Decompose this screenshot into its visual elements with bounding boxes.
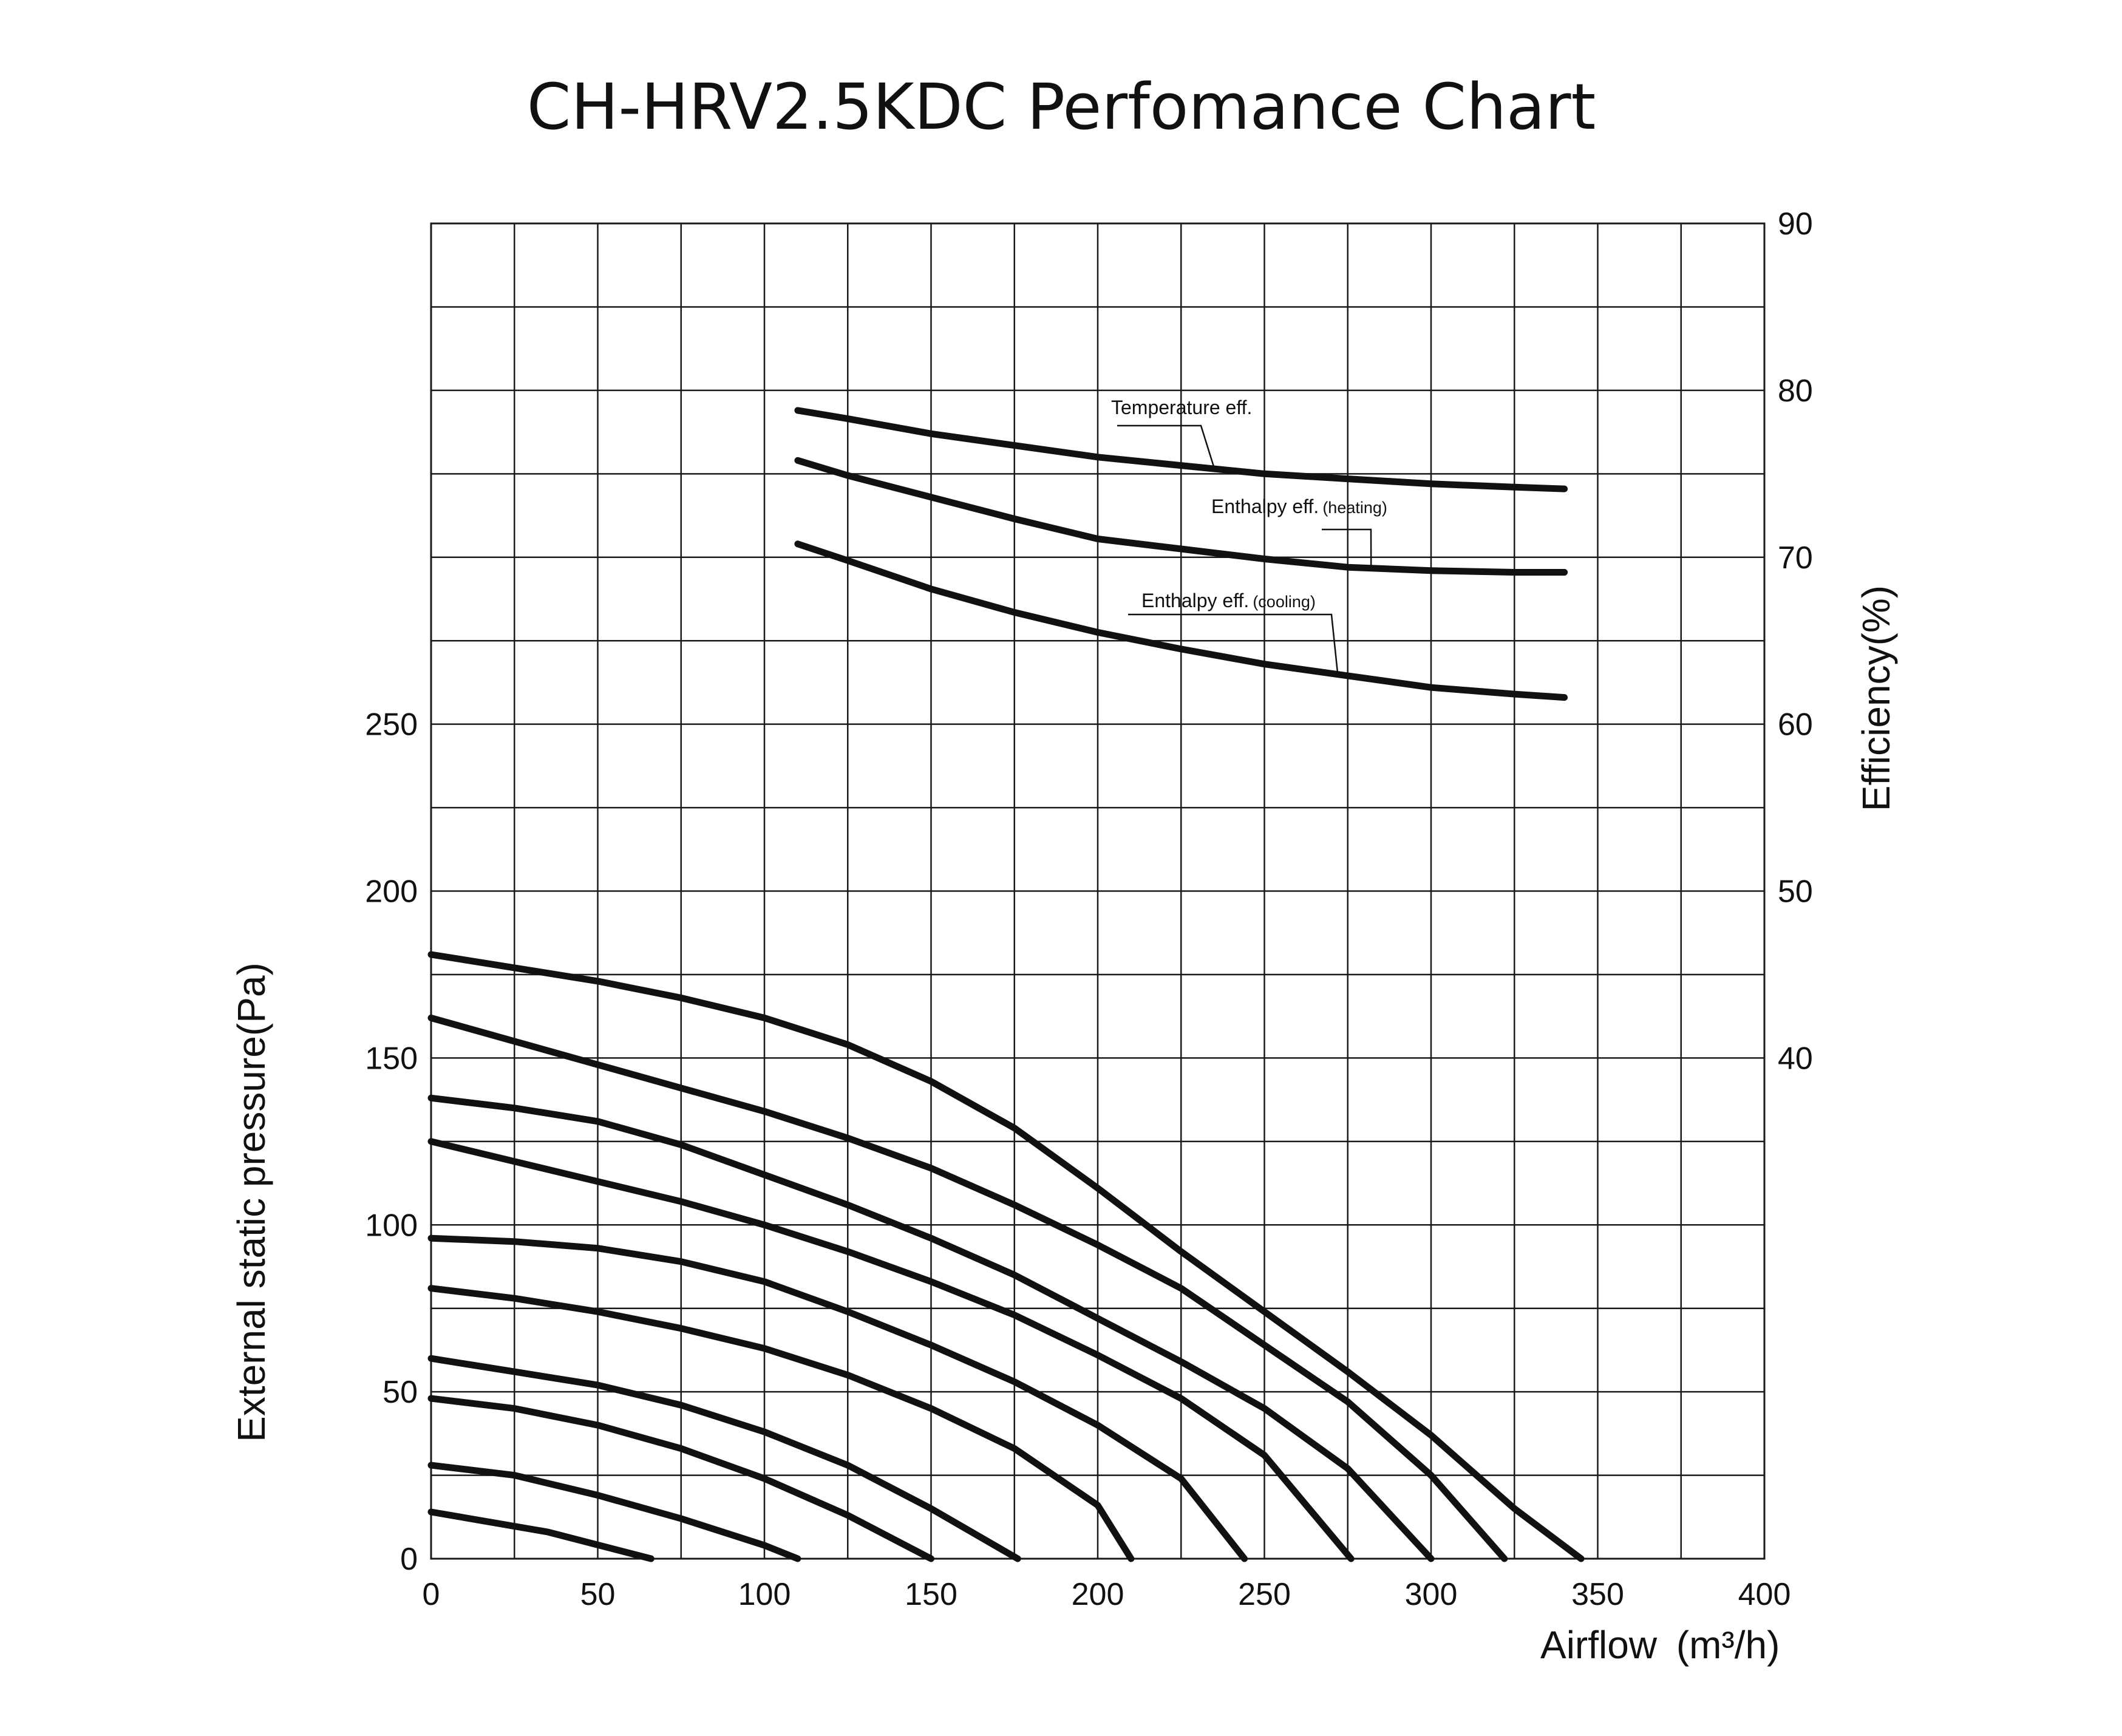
y-tick-label: 200 — [365, 874, 418, 910]
y2-tick-label: 80 — [1778, 373, 1813, 409]
x-axis-title-unit: (m³/h) — [1676, 1623, 1780, 1667]
x-tick-label: 150 — [905, 1577, 957, 1612]
annotation-label: Enthalpy eff. (heating) — [1211, 495, 1387, 517]
annotation-label-suffix: (heating) — [1322, 499, 1387, 517]
y2-tick-label: 70 — [1778, 540, 1813, 576]
pressure-curve-8 — [427, 1094, 1435, 1562]
pressure-curve-5 — [427, 1285, 1135, 1562]
annotation-label: Enthalpy eff. (cooling) — [1141, 590, 1316, 611]
annotation-1: Temperature eff. — [1111, 397, 1252, 469]
x-axis-title-label: Airflow — [1540, 1623, 1658, 1667]
annotation-leader-line — [1322, 528, 1372, 568]
y-tick-label: 100 — [365, 1208, 418, 1243]
annotation-3: Enthalpy eff. (cooling) — [1128, 590, 1339, 675]
annotation-leader-line — [1117, 424, 1216, 469]
pressure-curves — [427, 951, 1585, 1562]
y-tick-label: 150 — [365, 1041, 418, 1076]
pressure-curve-4 — [427, 1355, 1021, 1562]
pressure-curve-10 — [427, 951, 1585, 1562]
x-tick-label: 300 — [1405, 1577, 1458, 1612]
y2-tick-labels: 40 50 60 70 80 90 — [1778, 206, 1813, 1076]
x-tick-label: 250 — [1238, 1577, 1291, 1612]
y-tick-label: 0 — [400, 1542, 418, 1577]
pressure-curve-1 — [427, 1508, 655, 1562]
annotation-leader-line — [1128, 613, 1339, 675]
annotation-label-suffix: (cooling) — [1253, 593, 1316, 611]
efficiency-curve-2 — [794, 457, 1568, 576]
pressure-curve-9 — [427, 1014, 1508, 1562]
y2-tick-label: 50 — [1778, 874, 1813, 910]
x-tick-label: 400 — [1738, 1577, 1791, 1612]
annotation-label: Temperature eff. — [1111, 397, 1252, 418]
x-tick-labels: 0 50 100 150 200 250 300 350 400 — [423, 1577, 1791, 1612]
x-tick-label: 0 — [423, 1577, 440, 1612]
pressure-curve-3 — [427, 1395, 934, 1562]
x-tick-label: 350 — [1571, 1577, 1624, 1612]
x-axis-title: Airflow (m³/h) — [1540, 1623, 1780, 1667]
pressure-curve-6 — [427, 1234, 1248, 1562]
x-tick-label: 200 — [1072, 1577, 1124, 1612]
efficiency-curve-3 — [794, 540, 1568, 701]
y2-tick-label: 60 — [1778, 707, 1813, 743]
grid — [431, 223, 1764, 1559]
pressure-curve-7 — [427, 1138, 1355, 1562]
efficiency-annotations: Temperature eff. Enthalpy eff. (heating) En… — [1111, 397, 1387, 675]
y-tick-label: 50 — [383, 1375, 418, 1410]
x-tick-label: 100 — [738, 1577, 791, 1612]
y-axis-title: External static pressure(Pa) — [230, 962, 273, 1442]
x-tick-label: 50 — [580, 1577, 616, 1612]
efficiency-curve-1 — [794, 407, 1568, 492]
y-tick-labels: 0 50 100 150 200 250 — [365, 707, 418, 1577]
pressure-curve-2 — [427, 1462, 801, 1562]
y2-axis-title: Efficiency(%) — [1854, 585, 1898, 811]
plot-frame — [430, 222, 1766, 1560]
y-tick-label: 250 — [365, 707, 418, 743]
annotation-2: Enthalpy eff. (heating) — [1211, 495, 1387, 568]
y2-tick-label: 40 — [1778, 1041, 1813, 1076]
chart-title: CH-HRV2.5KDC Perfomance Chart — [527, 70, 1596, 144]
y2-tick-label: 90 — [1778, 206, 1813, 242]
efficiency-curves — [794, 407, 1568, 701]
